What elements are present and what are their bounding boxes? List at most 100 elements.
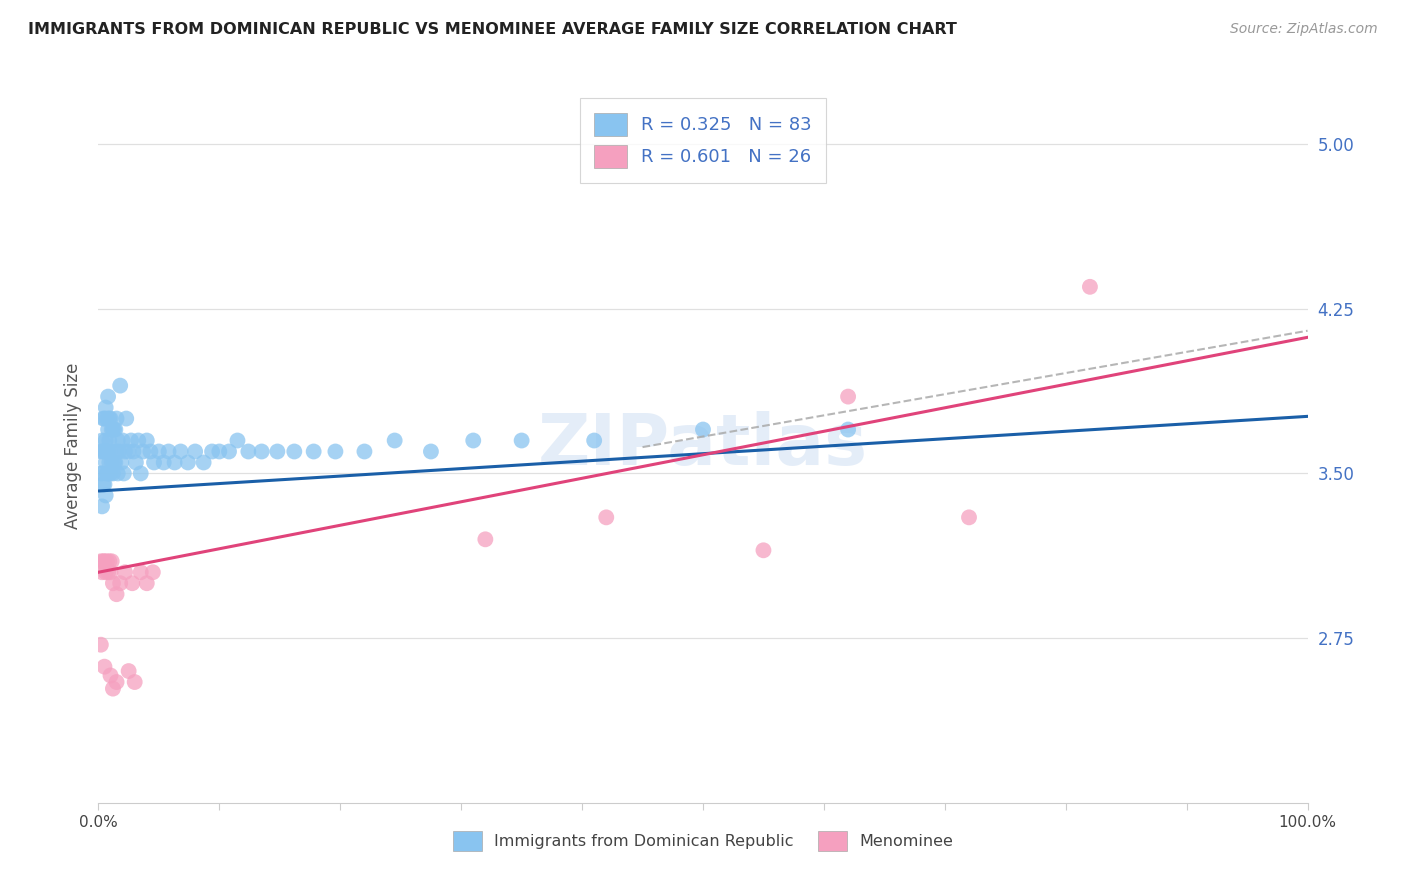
Point [105, 411, 128, 425]
Point [100, 411, 122, 425]
Point [420, 444, 443, 458]
Point [139, 444, 162, 458]
Point [93, 444, 115, 458]
Point [111, 434, 134, 448]
Point [114, 444, 136, 458]
Point [94, 434, 117, 448]
Point [104, 423, 127, 437]
Point [474, 533, 496, 547]
Point [97, 444, 120, 458]
Point [463, 434, 485, 448]
Point [108, 576, 131, 591]
Point [103, 455, 125, 469]
Point [118, 444, 141, 458]
Point [266, 444, 288, 458]
Point [101, 681, 124, 696]
Point [100, 444, 122, 458]
Point [105, 675, 128, 690]
Text: ZIPatlas: ZIPatlas [538, 411, 868, 481]
Point [107, 467, 129, 481]
Point [201, 444, 224, 458]
Point [91, 566, 114, 580]
Point [93, 659, 115, 673]
Point [595, 510, 617, 524]
Point [238, 444, 260, 458]
Point [90, 444, 112, 458]
Point [93, 477, 115, 491]
Point [100, 554, 122, 568]
Point [752, 543, 775, 558]
Point [142, 566, 165, 580]
Point [91, 554, 114, 568]
Point [163, 455, 186, 469]
Point [91, 411, 114, 425]
Point [143, 455, 166, 469]
Point [135, 434, 157, 448]
Point [127, 434, 149, 448]
Point [108, 444, 131, 458]
Point [91, 500, 114, 514]
Text: Source: ZipAtlas.com: Source: ZipAtlas.com [1230, 22, 1378, 37]
Point [1078, 280, 1101, 294]
Point [218, 444, 240, 458]
Point [837, 390, 859, 404]
Point [94, 455, 117, 469]
Point [93, 411, 115, 425]
Point [98, 455, 121, 469]
Point [583, 434, 606, 448]
Point [112, 467, 135, 481]
Point [129, 467, 152, 481]
Point [510, 434, 533, 448]
Point [193, 455, 215, 469]
Point [98, 554, 121, 568]
Point [100, 467, 122, 481]
Point [93, 554, 115, 568]
Point [105, 587, 128, 601]
Point [169, 444, 191, 458]
Point [120, 434, 142, 448]
Point [104, 455, 127, 469]
Point [325, 444, 347, 458]
Point [283, 444, 305, 458]
Point [157, 444, 180, 458]
Point [135, 576, 157, 591]
Point [90, 554, 112, 568]
Point [129, 566, 152, 580]
Point [110, 455, 132, 469]
Point [98, 434, 121, 448]
Point [353, 444, 375, 458]
Point [115, 411, 138, 425]
Point [132, 444, 155, 458]
Point [108, 378, 131, 392]
Point [105, 444, 128, 458]
Point [302, 444, 325, 458]
Point [101, 467, 124, 481]
Text: IMMIGRANTS FROM DOMINICAN REPUBLIC VS MENOMINEE AVERAGE FAMILY SIZE CORRELATION : IMMIGRANTS FROM DOMINICAN REPUBLIC VS ME… [28, 22, 957, 37]
Point [118, 664, 141, 678]
Point [96, 411, 118, 425]
Point [122, 444, 145, 458]
Point [98, 411, 121, 425]
Point [226, 434, 249, 448]
Point [96, 554, 118, 568]
Point [107, 434, 129, 448]
Point [124, 675, 146, 690]
Legend: Immigrants from Dominican Republic, Menominee: Immigrants from Dominican Republic, Meno… [444, 822, 962, 859]
Point [100, 566, 122, 580]
Point [148, 444, 170, 458]
Point [384, 434, 406, 448]
Point [101, 423, 124, 437]
Point [97, 467, 120, 481]
Point [177, 455, 200, 469]
Point [94, 488, 117, 502]
Point [957, 510, 980, 524]
Point [208, 444, 231, 458]
Point [94, 401, 117, 415]
Point [97, 423, 120, 437]
Point [90, 467, 112, 481]
Point [91, 444, 114, 458]
Point [692, 423, 714, 437]
Point [100, 668, 122, 682]
Point [96, 467, 118, 481]
Point [101, 576, 124, 591]
